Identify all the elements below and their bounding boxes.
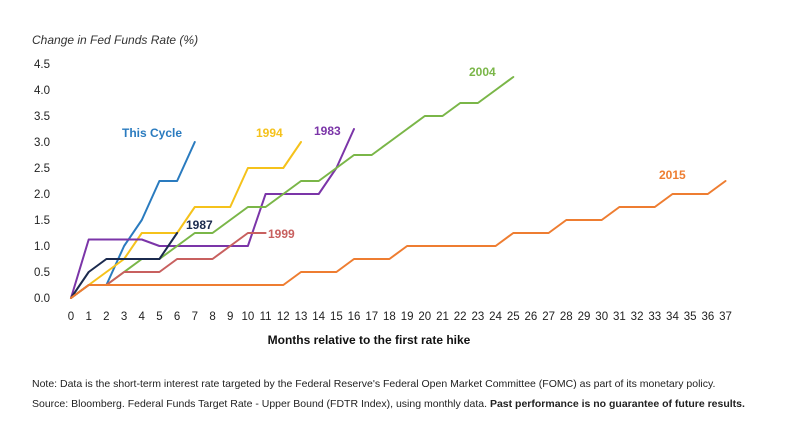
x-tick-label: 6 bbox=[174, 311, 180, 323]
x-tick-label: 8 bbox=[209, 311, 215, 323]
x-tick-label: 2 bbox=[103, 311, 109, 323]
x-tick-label: 1 bbox=[85, 311, 91, 323]
series-label-1994: 1994 bbox=[256, 126, 283, 140]
series-labels: This Cycle 1994 1983 2004 1987 1999 2015 bbox=[122, 65, 686, 241]
series-line-1994 bbox=[70, 141, 302, 299]
source-line: Source: Bloomberg. Federal Funds Target … bbox=[32, 394, 792, 414]
x-tick-label: 13 bbox=[295, 311, 308, 323]
x-tick-label: 24 bbox=[489, 311, 502, 323]
series-line-1987 bbox=[70, 232, 179, 299]
x-tick-label: 7 bbox=[192, 311, 198, 323]
x-tick-label: 37 bbox=[719, 311, 732, 323]
chart-notes: Note: Data is the short-term interest ra… bbox=[32, 374, 792, 414]
x-tick-label: 12 bbox=[277, 311, 290, 323]
x-tick-label: 3 bbox=[121, 311, 127, 323]
x-tick-label: 15 bbox=[330, 311, 343, 323]
x-tick-label: 9 bbox=[227, 311, 233, 323]
x-tick-label: 27 bbox=[542, 311, 555, 323]
x-tick-label: 16 bbox=[348, 311, 361, 323]
x-tick-label: 33 bbox=[648, 311, 661, 323]
x-tick-label: 29 bbox=[578, 311, 591, 323]
x-tick-label: 17 bbox=[365, 311, 378, 323]
series-label-2004: 2004 bbox=[469, 65, 496, 79]
y-tick-label: 0.0 bbox=[34, 293, 50, 305]
x-tick-label: 0 bbox=[68, 311, 74, 323]
y-tick-label: 4.0 bbox=[34, 85, 50, 97]
x-tick-label: 28 bbox=[560, 311, 573, 323]
x-tick-label: 21 bbox=[436, 311, 449, 323]
x-tick-label: 34 bbox=[666, 311, 679, 323]
x-tick-label: 14 bbox=[312, 311, 325, 323]
x-tick-label: 31 bbox=[613, 311, 626, 323]
y-tick-label: 1.5 bbox=[34, 215, 50, 227]
series-lines bbox=[70, 76, 727, 299]
x-tick-label: 20 bbox=[418, 311, 431, 323]
series-label-2015: 2015 bbox=[659, 168, 686, 182]
x-tick-label: 4 bbox=[139, 311, 146, 323]
x-tick-label: 11 bbox=[260, 311, 272, 323]
series-line-2015 bbox=[70, 180, 727, 299]
y-tick-label: 2.0 bbox=[34, 189, 50, 201]
source-text: Source: Bloomberg. Federal Funds Target … bbox=[32, 398, 490, 410]
x-tick-label: 5 bbox=[156, 311, 162, 323]
x-tick-label: 32 bbox=[631, 311, 644, 323]
y-axis-ticks: 0.0 0.5 1.0 1.5 2.0 2.5 3.0 3.5 4.0 4.5 bbox=[34, 59, 50, 305]
x-tick-label: 10 bbox=[242, 311, 255, 323]
x-tick-label: 19 bbox=[401, 311, 414, 323]
y-tick-label: 4.5 bbox=[34, 59, 50, 71]
x-axis-title: Months relative to the first rate hike bbox=[268, 333, 471, 347]
y-tick-label: 1.0 bbox=[34, 241, 50, 253]
series-line-this-cycle bbox=[70, 141, 196, 299]
y-tick-label: 2.5 bbox=[34, 163, 50, 175]
y-tick-label: 3.5 bbox=[34, 111, 50, 123]
note-text: Note: Data is the short-term interest ra… bbox=[32, 378, 716, 390]
disclaimer-text: Past performance is no guarantee of futu… bbox=[489, 398, 745, 410]
x-tick-label: 18 bbox=[383, 311, 396, 323]
series-label-1999: 1999 bbox=[268, 227, 295, 241]
series-line-2004 bbox=[70, 76, 515, 299]
y-axis-title: Change in Fed Funds Rate (%) bbox=[32, 33, 198, 47]
line-chart: Change in Fed Funds Rate (%) 0.0 0.5 1.0 1.… bbox=[32, 33, 732, 347]
series-label-this-cycle: This Cycle bbox=[122, 126, 182, 140]
x-tick-label: 23 bbox=[471, 311, 484, 323]
series-label-1983: 1983 bbox=[314, 124, 341, 138]
y-tick-label: 0.5 bbox=[34, 267, 50, 279]
x-tick-label: 36 bbox=[701, 311, 714, 323]
series-line-1983 bbox=[70, 128, 355, 299]
series-label-1987: 1987 bbox=[186, 218, 213, 232]
series-line-1999 bbox=[70, 232, 267, 299]
x-tick-label: 35 bbox=[684, 311, 697, 323]
x-tick-label: 30 bbox=[595, 311, 608, 323]
x-tick-label: 26 bbox=[525, 311, 538, 323]
x-tick-label: 25 bbox=[507, 311, 520, 323]
y-tick-label: 3.0 bbox=[34, 137, 50, 149]
x-axis-ticks: 0 1 2 3 4 5 6 7 8 9 10 11 12 13 14 15 16 17 18 19 20 21 22 23 24… bbox=[68, 311, 732, 323]
x-tick-label: 22 bbox=[454, 311, 467, 323]
